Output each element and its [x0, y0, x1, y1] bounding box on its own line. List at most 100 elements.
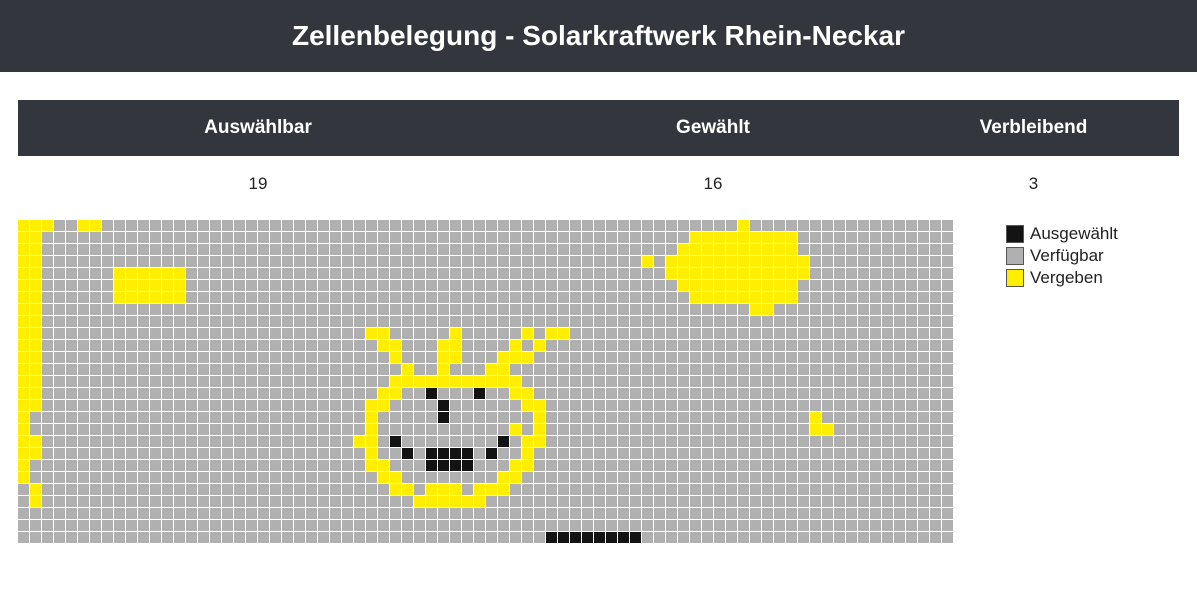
cell-available[interactable] [894, 280, 905, 291]
cell-available[interactable] [330, 328, 341, 339]
cell-available[interactable] [342, 472, 353, 483]
cell-available[interactable] [666, 244, 677, 255]
cell-available[interactable] [222, 376, 233, 387]
cell-available[interactable] [786, 316, 797, 327]
cell-available[interactable] [798, 388, 809, 399]
cell-available[interactable] [402, 304, 413, 315]
cell-available[interactable] [102, 256, 113, 267]
cell-available[interactable] [378, 304, 389, 315]
cell-available[interactable] [174, 460, 185, 471]
cell-available[interactable] [762, 448, 773, 459]
cell-available[interactable] [78, 400, 89, 411]
cell-available[interactable] [258, 532, 269, 543]
cell-available[interactable] [486, 268, 497, 279]
cell-available[interactable] [762, 352, 773, 363]
cell-available[interactable] [738, 400, 749, 411]
cell-available[interactable] [258, 232, 269, 243]
cell-available[interactable] [234, 304, 245, 315]
cell-available[interactable] [810, 256, 821, 267]
cell-available[interactable] [42, 388, 53, 399]
cell-available[interactable] [798, 412, 809, 423]
cell-available[interactable] [402, 268, 413, 279]
cell-available[interactable] [294, 292, 305, 303]
cell-available[interactable] [846, 340, 857, 351]
cell-available[interactable] [366, 388, 377, 399]
cell-available[interactable] [126, 256, 137, 267]
cell-available[interactable] [690, 352, 701, 363]
cell-available[interactable] [882, 532, 893, 543]
cell-available[interactable] [918, 532, 929, 543]
cell-available[interactable] [534, 304, 545, 315]
cell-available[interactable] [390, 292, 401, 303]
cell-available[interactable] [666, 508, 677, 519]
cell-available[interactable] [774, 220, 785, 231]
cell-available[interactable] [462, 304, 473, 315]
cell-available[interactable] [606, 364, 617, 375]
cell-available[interactable] [618, 364, 629, 375]
cell-available[interactable] [450, 472, 461, 483]
cell-available[interactable] [930, 292, 941, 303]
cell-available[interactable] [294, 340, 305, 351]
cell-available[interactable] [42, 424, 53, 435]
cell-available[interactable] [930, 436, 941, 447]
cell-available[interactable] [270, 460, 281, 471]
cell-available[interactable] [522, 340, 533, 351]
cell-available[interactable] [438, 316, 449, 327]
cell-available[interactable] [750, 448, 761, 459]
cell-available[interactable] [834, 496, 845, 507]
cell-available[interactable] [558, 496, 569, 507]
cell-available[interactable] [678, 316, 689, 327]
cell-available[interactable] [426, 280, 437, 291]
cell-available[interactable] [258, 424, 269, 435]
cell-available[interactable] [642, 304, 653, 315]
cell-available[interactable] [126, 316, 137, 327]
cell-available[interactable] [918, 496, 929, 507]
cell-available[interactable] [858, 280, 869, 291]
cell-available[interactable] [294, 472, 305, 483]
cell-available[interactable] [462, 364, 473, 375]
cell-available[interactable] [258, 340, 269, 351]
cell-available[interactable] [210, 316, 221, 327]
cell-available[interactable] [642, 412, 653, 423]
cell-available[interactable] [66, 364, 77, 375]
cell-available[interactable] [822, 364, 833, 375]
cell-available[interactable] [54, 256, 65, 267]
cell-available[interactable] [186, 256, 197, 267]
cell-available[interactable] [846, 460, 857, 471]
cell-available[interactable] [138, 496, 149, 507]
cell-available[interactable] [522, 244, 533, 255]
cell-available[interactable] [630, 304, 641, 315]
cell-available[interactable] [54, 460, 65, 471]
cell-available[interactable] [186, 280, 197, 291]
cell-available[interactable] [486, 388, 497, 399]
cell-available[interactable] [426, 340, 437, 351]
cell-available[interactable] [762, 436, 773, 447]
cell-available[interactable] [762, 328, 773, 339]
cell-available[interactable] [594, 304, 605, 315]
cell-available[interactable] [42, 352, 53, 363]
cell-available[interactable] [138, 532, 149, 543]
cell-available[interactable] [234, 472, 245, 483]
cell-available[interactable] [282, 472, 293, 483]
cell-available[interactable] [702, 412, 713, 423]
cell-available[interactable] [306, 244, 317, 255]
cell-available[interactable] [558, 220, 569, 231]
cell-available[interactable] [546, 304, 557, 315]
cell-available[interactable] [630, 352, 641, 363]
cell-available[interactable] [918, 352, 929, 363]
cell-available[interactable] [534, 532, 545, 543]
cell-available[interactable] [906, 256, 917, 267]
cell-available[interactable] [774, 304, 785, 315]
cell-available[interactable] [450, 280, 461, 291]
cell-available[interactable] [558, 256, 569, 267]
cell-available[interactable] [114, 508, 125, 519]
cell-available[interactable] [306, 532, 317, 543]
cell-selected[interactable] [426, 460, 437, 471]
cell-available[interactable] [534, 244, 545, 255]
cell-available[interactable] [906, 364, 917, 375]
cell-available[interactable] [162, 496, 173, 507]
cell-available[interactable] [366, 376, 377, 387]
cell-available[interactable] [222, 232, 233, 243]
cell-available[interactable] [414, 244, 425, 255]
cell-available[interactable] [174, 424, 185, 435]
